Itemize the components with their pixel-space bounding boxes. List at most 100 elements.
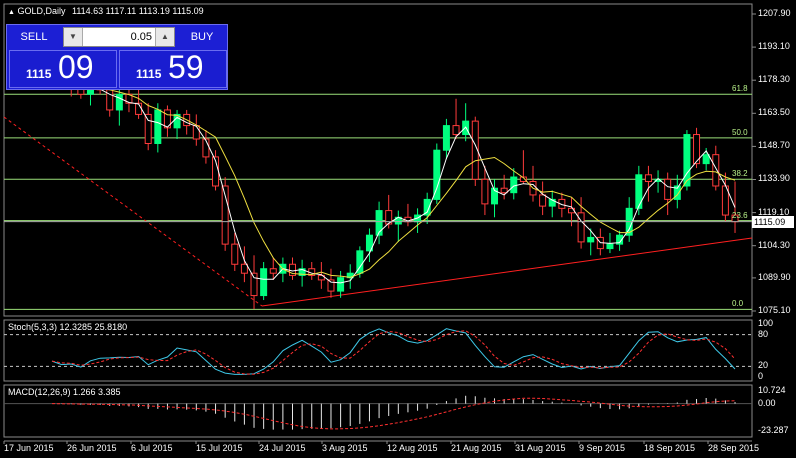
candle-body bbox=[250, 272, 258, 297]
candle-body bbox=[510, 176, 518, 194]
lot-decrease-arrow-icon[interactable]: ▼ bbox=[64, 28, 83, 46]
fib-level-label: 50.0 bbox=[732, 127, 748, 137]
candle-body bbox=[616, 234, 624, 245]
buy-price-button[interactable]: 1115 59 bbox=[119, 49, 227, 88]
candle-body bbox=[606, 243, 614, 250]
fib-level-label: 23.6 bbox=[732, 210, 748, 220]
support-trend-line bbox=[261, 237, 753, 307]
candle-body bbox=[712, 154, 720, 187]
sell-price-pips: 09 bbox=[58, 49, 94, 85]
price-tick-label: 1163.50 bbox=[758, 107, 790, 118]
time-tick-label: 9 Sep 2015 bbox=[579, 443, 626, 453]
candle-body bbox=[269, 268, 277, 274]
candle-body bbox=[385, 210, 393, 225]
candle-body bbox=[115, 93, 123, 111]
candle-body bbox=[491, 187, 499, 205]
candle-body bbox=[452, 125, 460, 136]
candle-body bbox=[240, 263, 248, 274]
time-tick-label: 6 Jul 2015 bbox=[131, 443, 173, 453]
candle-body bbox=[298, 268, 306, 276]
candle-body bbox=[327, 279, 335, 292]
price-tick-label: 1119.10 bbox=[758, 206, 790, 217]
sell-price-prefix: 1115 bbox=[26, 67, 52, 81]
price-tick-label: 1133.90 bbox=[758, 173, 790, 184]
lot-size-stepper[interactable]: ▼ 0.05 ▲ bbox=[63, 27, 175, 47]
candle-body bbox=[154, 109, 162, 144]
current-price-tag: 1115.09 bbox=[752, 215, 794, 228]
macd-tick-label: 0.00 bbox=[758, 397, 776, 408]
price-tick-label: 1104.30 bbox=[758, 239, 790, 250]
macd-indicator-label: MACD(12,26,9) 1.266 3.385 bbox=[8, 387, 121, 397]
price-tick-label: 1193.10 bbox=[758, 41, 790, 52]
candle-body bbox=[683, 134, 691, 187]
chart-header: ▲ GOLD,Daily 1114.63 1117.11 1113.19 111… bbox=[8, 6, 204, 16]
main-panel-frame bbox=[3, 3, 753, 317]
macd-panel-frame bbox=[3, 384, 753, 438]
sell-button[interactable]: SELL bbox=[20, 31, 48, 43]
candle-body bbox=[558, 198, 566, 209]
lot-increase-arrow-icon[interactable]: ▲ bbox=[155, 28, 174, 46]
candle-body bbox=[664, 178, 672, 200]
candle-body bbox=[337, 277, 345, 292]
price-tick-label: 1207.90 bbox=[758, 8, 791, 18]
candle-body bbox=[231, 243, 239, 265]
candle-body bbox=[365, 234, 373, 252]
candle-body bbox=[260, 268, 268, 297]
dashed-trend-line bbox=[3, 116, 263, 307]
candle-body bbox=[192, 125, 200, 140]
candle-body bbox=[519, 176, 527, 183]
buy-button[interactable]: BUY bbox=[190, 31, 214, 43]
lot-size-input[interactable]: 0.05 bbox=[130, 31, 152, 43]
candle-body bbox=[548, 198, 556, 207]
fib-level-label: 0.0 bbox=[732, 299, 744, 309]
candle-body bbox=[539, 194, 547, 207]
ohlc-values: 1114.63 1117.11 1113.19 1115.09 bbox=[71, 6, 204, 16]
candle-body bbox=[144, 113, 152, 144]
stoch-panel-frame bbox=[3, 319, 753, 382]
time-tick-label: 15 Jul 2015 bbox=[196, 443, 243, 453]
macd-tick-label: -23.287 bbox=[758, 425, 789, 435]
candle-body bbox=[635, 174, 643, 209]
candle-body bbox=[442, 125, 450, 151]
fib-level-label: 61.8 bbox=[732, 84, 748, 94]
time-tick-label: 31 Aug 2015 bbox=[515, 443, 566, 453]
fast-moving-average-line bbox=[51, 78, 736, 284]
candle-body bbox=[693, 134, 701, 165]
candle-body bbox=[673, 185, 681, 200]
buy-price-pips: 59 bbox=[168, 49, 204, 85]
stoch-tick-label: 0 bbox=[758, 371, 764, 381]
time-tick-label: 3 Aug 2015 bbox=[322, 443, 368, 453]
time-tick-label: 12 Aug 2015 bbox=[387, 443, 438, 453]
price-tick-label: 1178.30 bbox=[758, 74, 790, 85]
stoch-tick-label: 100 bbox=[758, 318, 774, 328]
candle-body bbox=[644, 174, 652, 183]
time-tick-label: 26 Jun 2015 bbox=[67, 443, 117, 453]
one-click-trading-panel: SELL ▼ 0.05 ▲ BUY 1115 09 1115 59 bbox=[6, 24, 228, 90]
fib-level-label: 38.2 bbox=[732, 169, 748, 179]
symbol-label: GOLD,Daily bbox=[17, 6, 66, 16]
candle-body bbox=[500, 187, 508, 194]
candle-body bbox=[577, 212, 585, 243]
price-tick-label: 1089.90 bbox=[758, 271, 791, 282]
candle-body bbox=[221, 185, 229, 245]
price-tick-label: 1075.10 bbox=[758, 305, 791, 315]
candle-body bbox=[481, 178, 489, 205]
collapse-triangle-icon[interactable]: ▲ bbox=[8, 9, 15, 16]
sell-price-button[interactable]: 1115 09 bbox=[9, 49, 117, 88]
stoch-signal-line bbox=[51, 330, 736, 375]
stoch-tick-label: 80 bbox=[758, 328, 769, 339]
slow-moving-average-line bbox=[51, 78, 736, 278]
stoch-main-line bbox=[51, 328, 736, 375]
macd-tick-label: 10.724 bbox=[758, 385, 786, 395]
candle-body bbox=[471, 120, 479, 180]
macd-signal-line bbox=[51, 397, 736, 430]
time-tick-label: 17 Jun 2015 bbox=[4, 443, 54, 453]
price-tick-label: 1148.70 bbox=[758, 140, 790, 151]
stoch-tick-label: 20 bbox=[758, 360, 769, 371]
time-tick-label: 28 Sep 2015 bbox=[708, 443, 760, 453]
candle-body bbox=[375, 210, 383, 236]
candle-body bbox=[433, 149, 441, 200]
time-tick-label: 21 Aug 2015 bbox=[451, 443, 502, 453]
buy-price-prefix: 1115 bbox=[136, 67, 162, 81]
